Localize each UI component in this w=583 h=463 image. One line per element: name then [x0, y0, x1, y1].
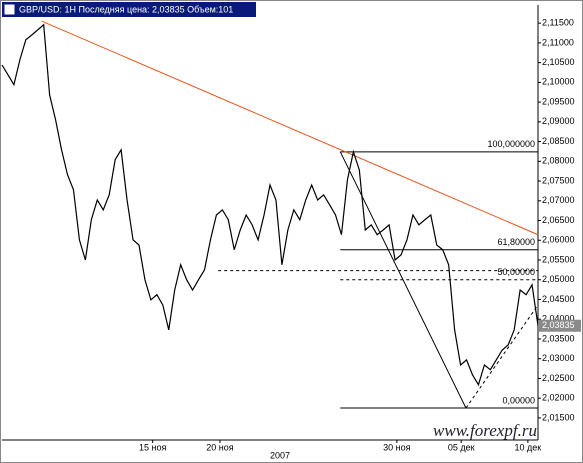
x-tick-label: 05 дек [448, 442, 475, 452]
y-tick-label: 2,02000 [542, 393, 575, 403]
y-tick-label: 2,05000 [542, 274, 575, 284]
x-tick-label: 15 ноя [139, 442, 166, 452]
trend-line [465, 304, 539, 409]
fib-label: 50,00000 [497, 267, 535, 277]
y-tick-label: 2,05500 [542, 254, 575, 264]
chart-title: GBP/USD: 1H Последняя цена: 2,03835 Объе… [19, 4, 233, 14]
y-tick-label: 2,11000 [542, 37, 574, 47]
y-tick-label: 2,02500 [542, 373, 575, 383]
watermark: www.forexpf.ru [433, 421, 537, 440]
y-tick-label: 2,06000 [542, 235, 575, 245]
y-tick-label: 2,10500 [542, 57, 575, 67]
y-tick-label: 2,01500 [542, 412, 575, 422]
y-tick-label: 2,03500 [542, 333, 575, 343]
x-tick-label: 20 ноя [206, 442, 233, 452]
y-tick-label: 2,09000 [542, 116, 575, 126]
last-price-label: 2,03835 [542, 320, 575, 330]
x-tick-label: 10 дек [515, 442, 542, 452]
y-tick-label: 2,03000 [542, 353, 575, 363]
y-tick-label: 2,06500 [542, 215, 575, 225]
y-tick-label: 2,08000 [542, 156, 575, 166]
y-tick-label: 2,10000 [542, 77, 575, 87]
y-tick-label: 2,11500 [542, 18, 574, 28]
x-axis-label: 2007 [270, 450, 290, 460]
y-tick-label: 2,07000 [542, 195, 575, 205]
fib-label: 0,00000 [502, 395, 535, 405]
trend-line [41, 20, 539, 236]
title-icon [3, 3, 16, 16]
x-tick-label: 30 ноя [383, 442, 410, 452]
price-line [1, 23, 539, 387]
y-tick-label: 2,08500 [542, 136, 575, 146]
title-bar [2, 2, 256, 17]
last-price-box [539, 319, 581, 332]
y-tick-label: 2,04500 [542, 294, 575, 304]
y-tick-label: 2,04000 [542, 314, 575, 324]
y-tick-label: 2,07500 [542, 175, 575, 185]
fib-label: 61,80000 [497, 237, 535, 247]
y-tick-label: 2,09500 [542, 96, 575, 106]
fib-label: 100,000000 [487, 139, 535, 149]
